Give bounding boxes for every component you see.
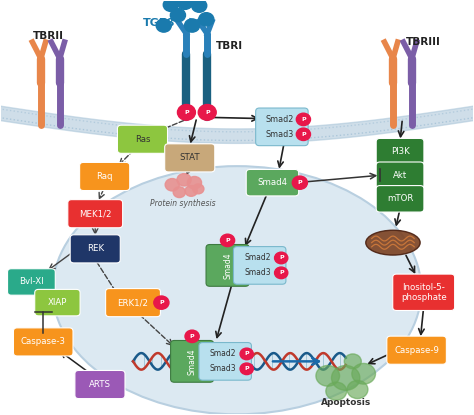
FancyBboxPatch shape (376, 162, 424, 188)
Text: Smad2: Smad2 (265, 115, 294, 124)
FancyBboxPatch shape (68, 200, 123, 228)
Circle shape (177, 0, 192, 10)
Circle shape (220, 234, 235, 247)
FancyBboxPatch shape (255, 108, 308, 146)
FancyBboxPatch shape (118, 125, 167, 153)
FancyBboxPatch shape (8, 269, 55, 295)
Circle shape (192, 184, 204, 194)
Text: Smad2: Smad2 (244, 254, 271, 262)
Circle shape (326, 382, 346, 400)
Circle shape (240, 363, 253, 375)
Text: Smad2: Smad2 (210, 349, 236, 359)
Circle shape (165, 178, 179, 191)
Text: Inositol-5-
phosphate: Inositol-5- phosphate (401, 283, 447, 302)
FancyBboxPatch shape (234, 247, 286, 284)
Text: Caspase-3: Caspase-3 (21, 337, 66, 347)
Text: MEK1/2: MEK1/2 (79, 209, 111, 218)
Text: P: P (245, 366, 249, 371)
Circle shape (240, 348, 253, 360)
Text: P: P (298, 180, 302, 185)
FancyBboxPatch shape (387, 336, 447, 364)
Text: TBRI: TBRI (216, 41, 244, 51)
Text: Raq: Raq (96, 172, 113, 181)
FancyBboxPatch shape (376, 139, 424, 165)
Circle shape (344, 354, 361, 369)
Circle shape (198, 105, 216, 120)
FancyBboxPatch shape (393, 274, 455, 310)
FancyBboxPatch shape (199, 342, 251, 380)
Ellipse shape (53, 166, 421, 414)
Circle shape (177, 173, 191, 186)
Circle shape (173, 187, 185, 198)
Circle shape (191, 0, 207, 12)
FancyBboxPatch shape (206, 244, 249, 286)
Text: P: P (205, 110, 210, 115)
FancyBboxPatch shape (376, 186, 424, 212)
Circle shape (296, 113, 310, 126)
Text: P: P (279, 256, 283, 261)
FancyBboxPatch shape (246, 169, 299, 196)
Text: ARTS: ARTS (89, 380, 111, 389)
Text: XIAP: XIAP (48, 298, 67, 307)
FancyBboxPatch shape (106, 288, 160, 317)
Text: mTOR: mTOR (387, 194, 413, 203)
Text: P: P (159, 300, 164, 305)
Circle shape (154, 296, 169, 309)
Circle shape (170, 9, 185, 22)
Text: Smad3: Smad3 (265, 130, 294, 139)
FancyBboxPatch shape (164, 144, 215, 172)
Text: P: P (225, 238, 230, 243)
Text: Akt: Akt (393, 171, 407, 180)
Circle shape (199, 13, 214, 26)
FancyBboxPatch shape (13, 328, 73, 356)
Circle shape (274, 267, 288, 278)
Circle shape (185, 330, 199, 342)
FancyBboxPatch shape (35, 289, 80, 316)
FancyBboxPatch shape (171, 340, 214, 382)
Text: Protein synthesis: Protein synthesis (150, 199, 216, 208)
Text: Smad4: Smad4 (223, 252, 232, 279)
Text: TGFβ: TGFβ (143, 18, 175, 29)
Text: P: P (184, 110, 189, 115)
Text: Bvl-XI: Bvl-XI (19, 278, 44, 286)
Text: Smad3: Smad3 (210, 364, 236, 374)
Text: Smad3: Smad3 (244, 269, 271, 277)
Circle shape (156, 19, 171, 32)
Circle shape (352, 364, 375, 384)
FancyBboxPatch shape (75, 371, 125, 398)
Circle shape (316, 366, 339, 386)
Text: REK: REK (87, 244, 104, 254)
Text: PI3K: PI3K (391, 147, 410, 156)
Circle shape (184, 19, 200, 32)
Circle shape (187, 176, 201, 189)
Circle shape (274, 252, 288, 264)
Text: P: P (190, 334, 194, 339)
Circle shape (347, 381, 368, 398)
Text: P: P (245, 352, 249, 356)
Text: Apoptosis: Apoptosis (320, 398, 371, 407)
Text: Smad4: Smad4 (257, 178, 288, 187)
Text: Caspase-9: Caspase-9 (394, 346, 439, 355)
Circle shape (296, 128, 310, 141)
Circle shape (331, 366, 360, 391)
Text: Ras: Ras (135, 135, 150, 144)
Text: P: P (279, 270, 283, 275)
FancyBboxPatch shape (70, 235, 120, 263)
FancyBboxPatch shape (80, 162, 130, 190)
Text: P: P (301, 132, 306, 137)
Text: STAT: STAT (180, 154, 200, 162)
Text: TBRII: TBRII (32, 31, 64, 41)
Text: Smad4: Smad4 (188, 348, 197, 375)
Ellipse shape (366, 230, 420, 255)
Circle shape (292, 176, 308, 189)
Circle shape (177, 105, 195, 120)
Text: TBRIII: TBRIII (406, 37, 441, 47)
Circle shape (163, 0, 178, 12)
Text: ERK1/2: ERK1/2 (118, 298, 148, 307)
Text: P: P (301, 117, 306, 122)
Circle shape (185, 186, 197, 196)
